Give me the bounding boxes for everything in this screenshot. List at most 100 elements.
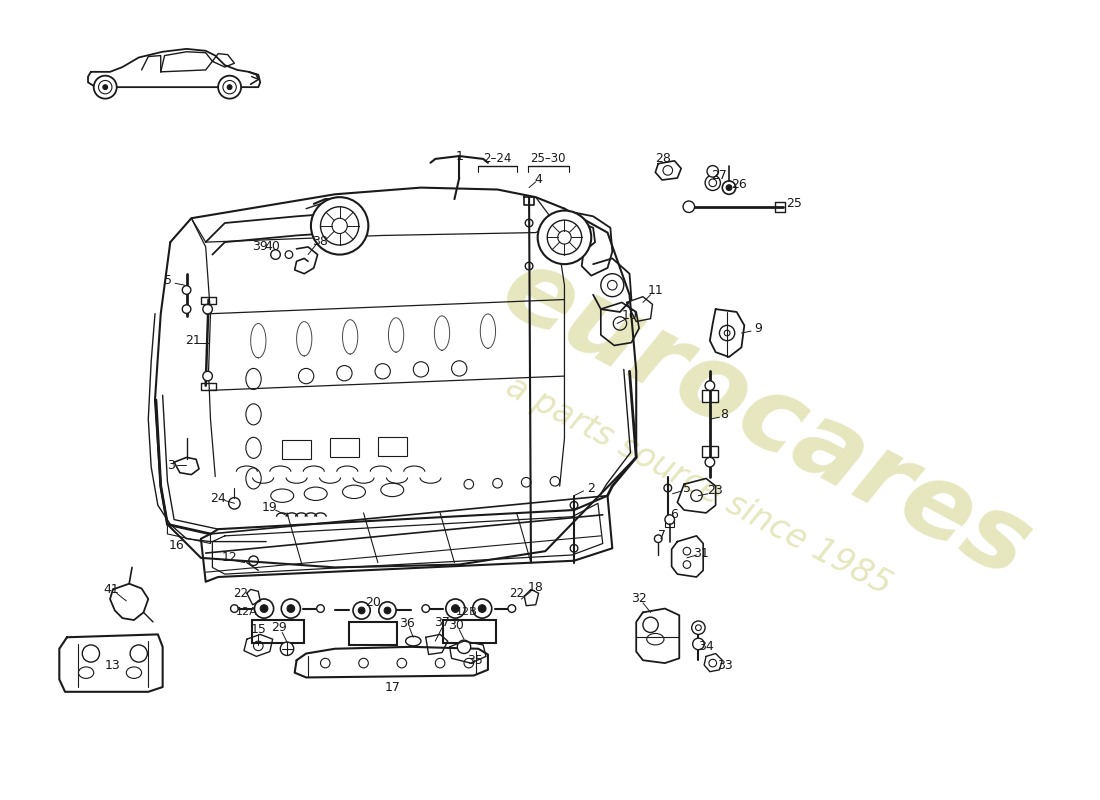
Text: 6: 6 [671, 508, 679, 522]
Text: 12B: 12B [456, 607, 477, 618]
Circle shape [311, 197, 368, 254]
Circle shape [452, 605, 459, 612]
Text: 3: 3 [167, 458, 175, 471]
Text: 27: 27 [712, 169, 727, 182]
Circle shape [705, 175, 720, 190]
Text: 32: 32 [631, 593, 647, 606]
Circle shape [473, 599, 492, 618]
Text: 2: 2 [587, 482, 595, 494]
Text: 36: 36 [398, 618, 415, 630]
Text: 25–30: 25–30 [530, 153, 565, 166]
Circle shape [218, 76, 241, 98]
Text: 24: 24 [210, 492, 225, 505]
Text: 1: 1 [455, 150, 463, 162]
Text: 9: 9 [754, 322, 761, 334]
Bar [330, 438, 359, 458]
Text: 5: 5 [164, 274, 173, 287]
Text: 26: 26 [730, 178, 747, 191]
Circle shape [726, 185, 732, 190]
Text: 38: 38 [312, 234, 329, 248]
Text: 19: 19 [262, 501, 277, 514]
Text: 12: 12 [222, 551, 238, 564]
Text: 22: 22 [233, 586, 249, 600]
Circle shape [378, 602, 396, 619]
Circle shape [223, 81, 236, 94]
Bar [349, 622, 397, 645]
Text: 8: 8 [720, 408, 728, 421]
Circle shape [705, 381, 715, 390]
Text: 33: 33 [717, 659, 733, 673]
Circle shape [280, 642, 294, 655]
Text: 11: 11 [648, 285, 663, 298]
Circle shape [183, 286, 191, 294]
Bar [702, 446, 717, 458]
Text: 15: 15 [251, 623, 266, 636]
Bar [252, 620, 305, 643]
Text: 22: 22 [509, 586, 524, 600]
Circle shape [359, 607, 365, 614]
Bar [702, 390, 717, 402]
Circle shape [664, 515, 674, 524]
Text: 35: 35 [468, 654, 483, 666]
Circle shape [478, 605, 486, 612]
Circle shape [102, 85, 108, 90]
Bar [443, 620, 496, 643]
Text: 7: 7 [658, 530, 666, 542]
Text: 28: 28 [656, 153, 671, 166]
Circle shape [332, 218, 348, 234]
Bar [378, 438, 407, 457]
Circle shape [287, 605, 295, 612]
Text: 25: 25 [786, 198, 802, 210]
Circle shape [654, 535, 662, 542]
Circle shape [538, 210, 591, 264]
Text: 29: 29 [272, 621, 287, 634]
Text: 23: 23 [707, 484, 723, 498]
Circle shape [558, 230, 571, 244]
Circle shape [202, 371, 212, 381]
Circle shape [547, 220, 582, 254]
Circle shape [202, 304, 212, 314]
Circle shape [317, 605, 324, 612]
Circle shape [228, 85, 232, 90]
Circle shape [94, 76, 117, 98]
Circle shape [692, 621, 705, 634]
Circle shape [458, 640, 471, 654]
Text: 37: 37 [434, 617, 450, 630]
Text: 39: 39 [252, 241, 268, 254]
Circle shape [693, 638, 704, 650]
Circle shape [82, 645, 99, 662]
Circle shape [508, 605, 516, 612]
Circle shape [183, 305, 191, 314]
Text: 34: 34 [698, 640, 714, 654]
Bar [283, 440, 311, 459]
Text: 31: 31 [693, 546, 710, 559]
Circle shape [231, 605, 239, 612]
Bar [664, 519, 674, 527]
Circle shape [708, 179, 716, 186]
Circle shape [261, 605, 268, 612]
Circle shape [705, 458, 715, 467]
Text: 12A: 12A [236, 607, 257, 618]
Circle shape [254, 599, 274, 618]
Text: eurocares: eurocares [484, 238, 1047, 601]
Text: 40: 40 [265, 241, 280, 254]
Circle shape [683, 201, 694, 213]
Circle shape [320, 206, 359, 245]
Circle shape [384, 607, 390, 614]
Text: 18: 18 [528, 581, 543, 594]
Circle shape [99, 81, 112, 94]
Circle shape [282, 599, 300, 618]
Text: 30: 30 [449, 619, 464, 632]
Circle shape [446, 599, 465, 618]
Text: 13: 13 [104, 659, 121, 673]
Text: 41: 41 [103, 583, 119, 596]
Text: 16: 16 [169, 539, 185, 552]
Text: 2–24: 2–24 [483, 153, 512, 166]
Text: 4: 4 [535, 174, 542, 186]
Text: 5: 5 [683, 482, 691, 494]
Circle shape [130, 645, 147, 662]
Circle shape [723, 181, 736, 194]
Text: 20: 20 [365, 596, 381, 610]
Text: 21: 21 [186, 334, 201, 347]
Circle shape [353, 602, 371, 619]
